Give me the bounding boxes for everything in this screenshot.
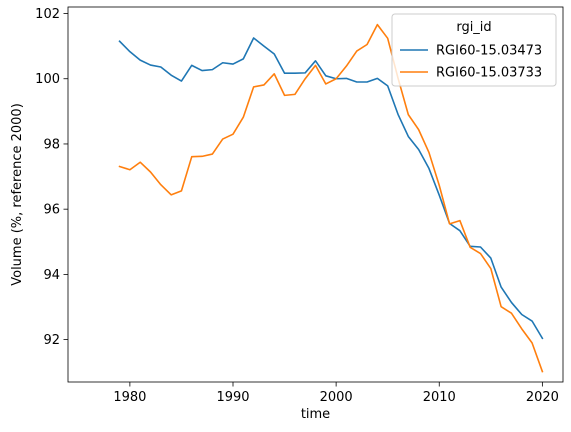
x-tick-label: 1990 [216, 390, 249, 405]
plot-frame [67, 6, 564, 383]
y-axis: 92 94 96 98 100 102 [35, 7, 68, 348]
x-axis-label: time [301, 407, 330, 422]
legend-label-1: RGI60-15.03473 [436, 44, 542, 59]
y-tick-label: 100 [35, 72, 60, 87]
y-tick-label: 96 [43, 203, 60, 218]
y-tick-label: 94 [43, 268, 60, 283]
plot-lines [118, 23, 544, 373]
legend-label-2: RGI60-15.03733 [436, 66, 542, 81]
legend-title: rgi_id [456, 20, 491, 35]
x-axis: 1980 1990 2000 2010 2020 [113, 382, 559, 405]
x-tick-label: 1980 [113, 390, 146, 405]
series-line-1 [118, 37, 544, 340]
legend-items: RGI60-15.03473 RGI60-15.03733 [400, 44, 542, 81]
y-tick-label: 102 [35, 7, 60, 22]
legend-box [391, 13, 557, 87]
x-tick-label: 2000 [320, 390, 353, 405]
x-tick-label: 2020 [526, 390, 559, 405]
y-tick-label: 92 [43, 333, 60, 348]
y-tick-label: 98 [43, 137, 60, 152]
legend: rgi_id RGI60-15.03473 RGI60-15.03733 [391, 13, 557, 87]
y-axis-label: Volume (%, reference 2000) [10, 103, 25, 286]
series-line-2 [118, 23, 544, 373]
x-tick-label: 2010 [423, 390, 456, 405]
